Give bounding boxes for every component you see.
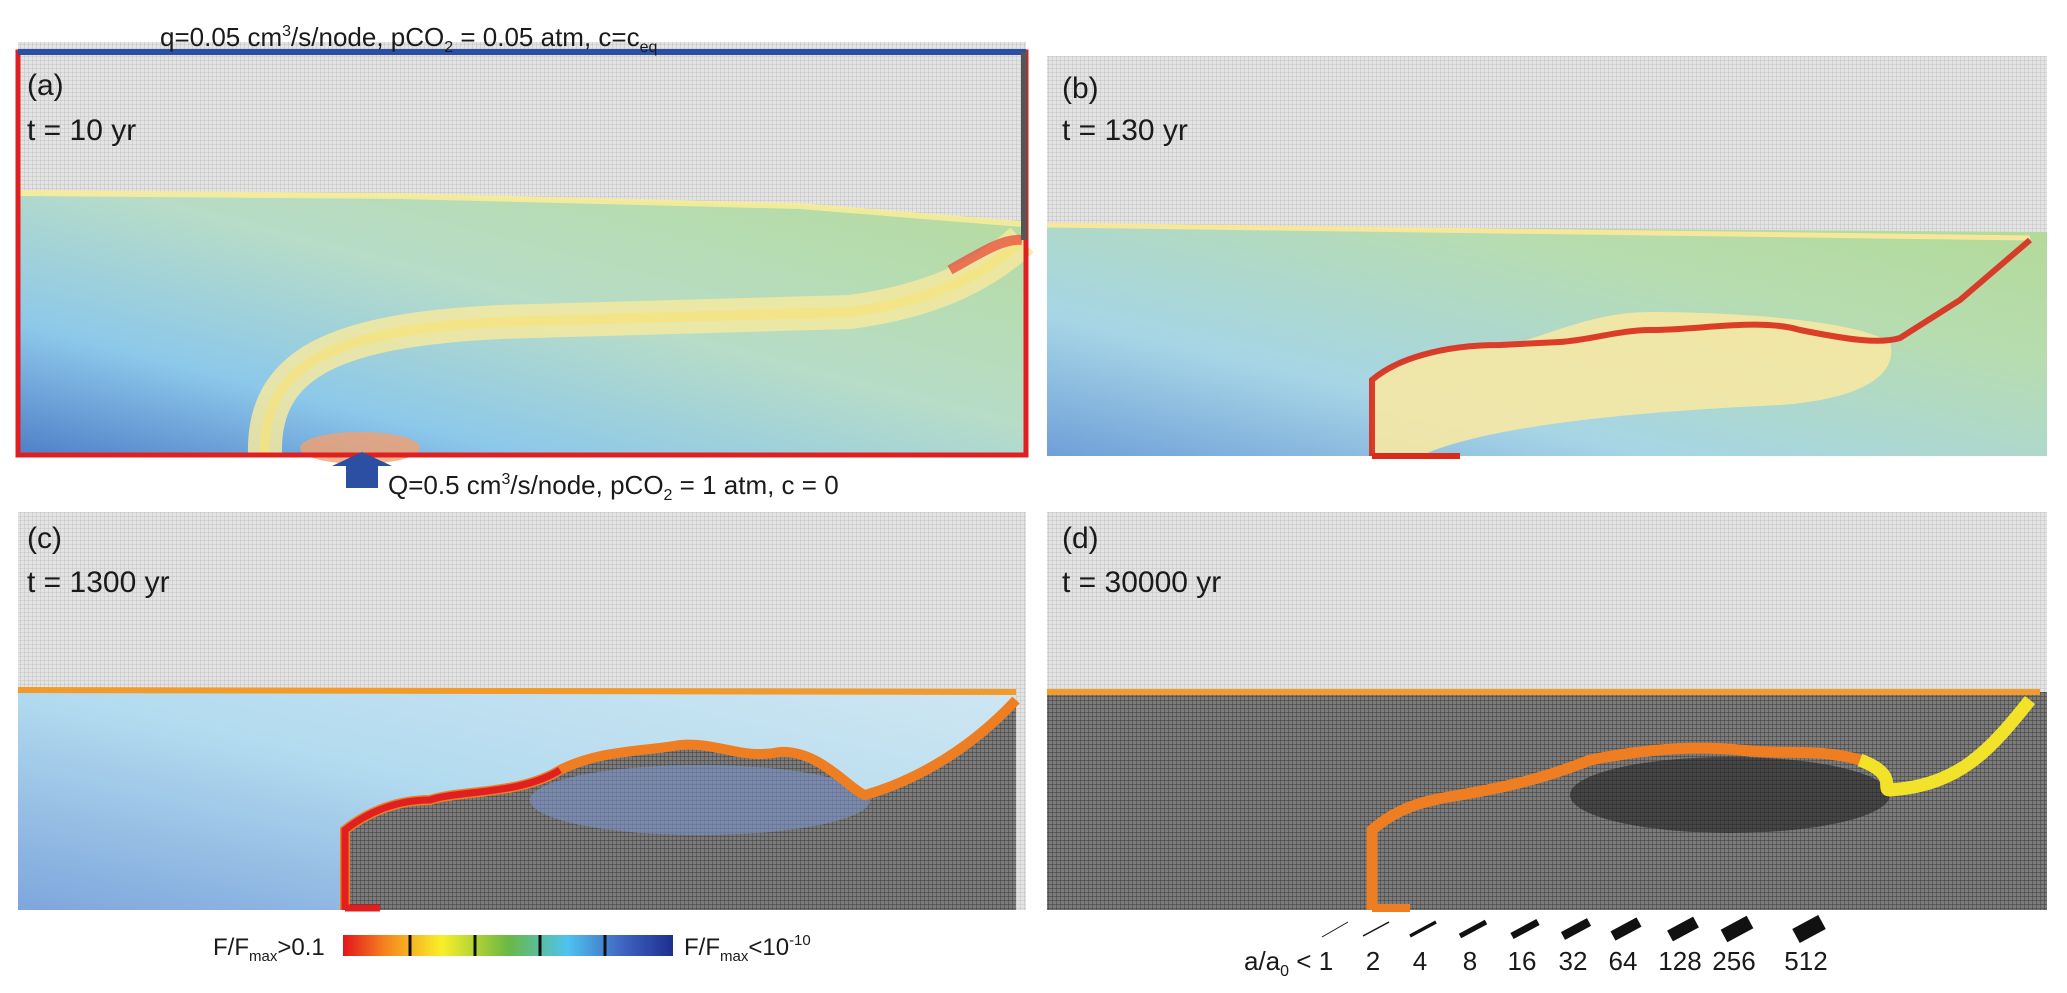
flux-legend-right-label: F/Fmax<10-10 [684, 932, 811, 965]
aperture-sample-1 [1321, 921, 1349, 938]
panel-d-dissolved-region [1047, 692, 2047, 910]
panel-a-time: t = 10 yr [27, 114, 136, 147]
flux-color-bar [343, 935, 673, 956]
aperture-sample-128 [1667, 916, 1699, 942]
panel-c: (c) t = 1300 yr [17, 512, 1026, 912]
panel-d: (d) t = 30000 yr [1047, 512, 2047, 912]
panel-a-id: (a) [27, 69, 64, 102]
panel-d-time: t = 30000 yr [1062, 566, 1221, 599]
flux-color-bar-ticks [408, 935, 607, 956]
aperture-tick-label: 8 [1463, 946, 1477, 976]
flux-legend: F/Fmax>0.1 F/Fmax<10-10 [213, 932, 811, 965]
aperture-legend-prefix: a/a0 < 1 [1244, 946, 1333, 980]
panel-b-dissolved-zone [1372, 312, 1892, 456]
aperture-tick-label: 16 [1508, 946, 1537, 976]
panel-a: (a) t = 10 yr [15, 42, 1034, 488]
aperture-tick-label: 128 [1658, 946, 1701, 976]
aperture-sample-256 [1720, 915, 1754, 943]
aperture-tick-label: 2 [1366, 946, 1380, 976]
panel-d-id: (d) [1062, 522, 1099, 555]
aperture-sample-8 [1458, 919, 1488, 939]
flux-legend-left-label: F/Fmax>0.1 [213, 934, 325, 965]
bottom-boundary-label: Q=0.5 cm3/s/node, pCO2 = 1 atm, c = 0 [388, 470, 839, 504]
aperture-sample-64 [1610, 917, 1642, 941]
aperture-sample-4 [1409, 920, 1437, 938]
panel-c-fluid-region [18, 690, 1016, 910]
panel-b-id: (b) [1062, 72, 1099, 105]
inflow-arrow-icon [332, 452, 392, 488]
aperture-sample-32 [1560, 918, 1592, 940]
panel-b-time: t = 130 yr [1062, 114, 1188, 147]
panel-b: (b) t = 130 yr [1046, 56, 2047, 459]
aperture-sample-16 [1510, 918, 1540, 940]
aperture-tick-label: 4 [1413, 946, 1427, 976]
panel-c-time: t = 1300 yr [27, 566, 170, 599]
aperture-sample-2 [1362, 921, 1390, 937]
aperture-tick-label: 512 [1784, 946, 1827, 976]
aperture-tick-label: 64 [1609, 946, 1638, 976]
aperture-tick-label: 256 [1712, 946, 1755, 976]
top-boundary-label: q=0.05 cm3/s/node, pCO2 = 0.05 atm, c=ce… [160, 22, 657, 56]
panel-c-id: (c) [27, 522, 62, 555]
panel-d-front-yellow [1857, 695, 2036, 797]
aperture-tick-label: 32 [1559, 946, 1588, 976]
aperture-legend: a/a0 < 1 2 4 8 16 32 64 128 256 512 [1244, 915, 1828, 980]
aperture-sample-512 [1792, 915, 1826, 943]
